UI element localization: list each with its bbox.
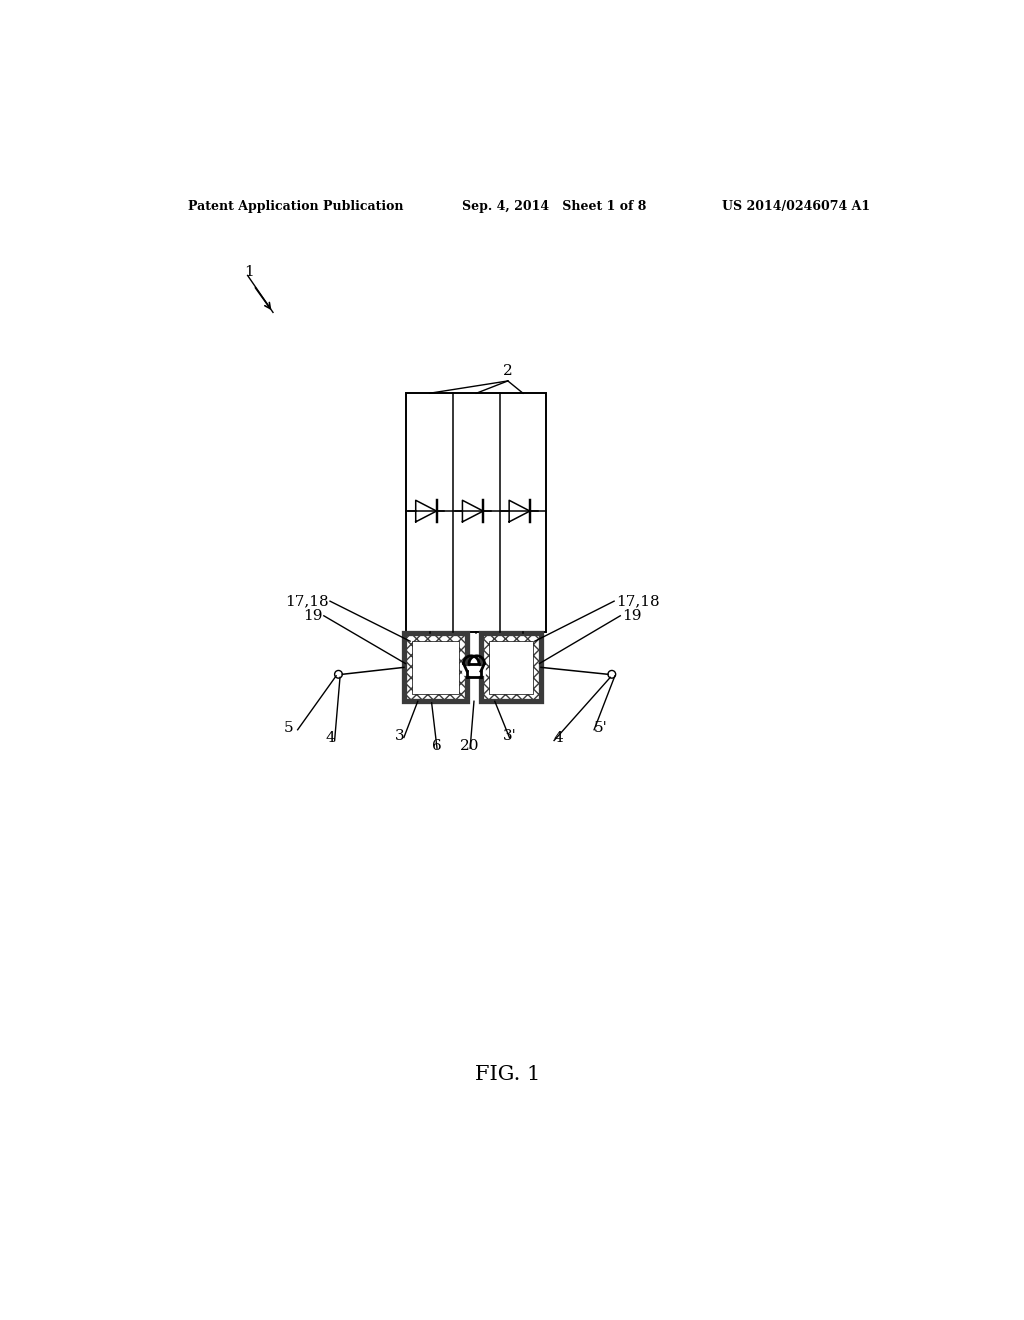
Text: 3': 3' [503,729,516,743]
Text: 20: 20 [460,739,479,752]
Text: 4: 4 [326,731,336,744]
Text: 3: 3 [395,729,404,743]
Text: Patent Application Publication: Patent Application Publication [188,199,403,213]
Text: 2: 2 [503,364,513,378]
Text: 19: 19 [622,609,641,623]
Bar [407,393,547,632]
Bar [488,642,534,693]
Text: 17,18: 17,18 [615,594,659,609]
Text: 1: 1 [245,265,254,280]
Text: FIG. 1: FIG. 1 [475,1065,541,1084]
Text: US 2014/0246074 A1: US 2014/0246074 A1 [722,199,869,213]
Text: 17,18: 17,18 [286,594,330,609]
Text: 5: 5 [284,721,293,735]
Text: 19: 19 [303,609,323,623]
Text: 6: 6 [432,739,442,752]
Bar [481,634,541,701]
Text: Sep. 4, 2014   Sheet 1 of 8: Sep. 4, 2014 Sheet 1 of 8 [462,199,646,213]
Bar [412,642,460,693]
Text: 5': 5' [593,721,607,735]
Bar [403,634,467,701]
Text: 4: 4 [553,731,563,744]
